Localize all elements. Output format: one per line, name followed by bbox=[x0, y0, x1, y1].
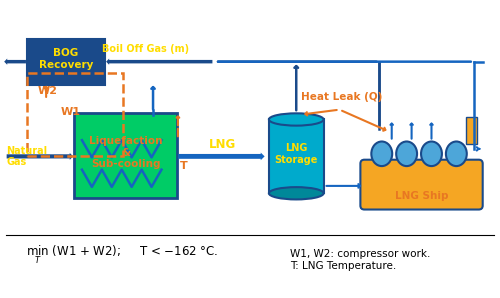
FancyBboxPatch shape bbox=[26, 39, 106, 85]
Text: BOG
Recovery: BOG Recovery bbox=[39, 48, 93, 70]
Text: T: T bbox=[180, 161, 188, 171]
Text: W1, W2: compressor work.
T: LNG Temperature.: W1, W2: compressor work. T: LNG Temperat… bbox=[290, 249, 430, 271]
Text: Liquefaction
&
Sub-cooling: Liquefaction & Sub-cooling bbox=[89, 136, 162, 169]
FancyBboxPatch shape bbox=[360, 160, 482, 209]
Text: Natural
Gas: Natural Gas bbox=[6, 146, 48, 167]
Ellipse shape bbox=[269, 187, 324, 199]
Text: LNG
Storage: LNG Storage bbox=[274, 143, 318, 165]
Text: W2: W2 bbox=[38, 86, 58, 96]
FancyBboxPatch shape bbox=[269, 119, 324, 193]
Text: LNG Ship: LNG Ship bbox=[395, 191, 448, 201]
Ellipse shape bbox=[446, 142, 467, 166]
Bar bbox=[466, 117, 477, 144]
Text: LNG: LNG bbox=[209, 139, 236, 151]
Ellipse shape bbox=[269, 113, 324, 126]
Ellipse shape bbox=[372, 142, 392, 166]
Ellipse shape bbox=[396, 142, 417, 166]
Text: $\min_T$ (W1 + W2);     T < −162 °C.: $\min_T$ (W1 + W2); T < −162 °C. bbox=[26, 243, 218, 266]
Text: Boil Off Gas (m): Boil Off Gas (m) bbox=[102, 44, 189, 54]
Text: W1: W1 bbox=[61, 107, 81, 117]
Ellipse shape bbox=[421, 142, 442, 166]
Text: Heat Leak (Q): Heat Leak (Q) bbox=[302, 92, 382, 102]
FancyBboxPatch shape bbox=[74, 113, 178, 198]
